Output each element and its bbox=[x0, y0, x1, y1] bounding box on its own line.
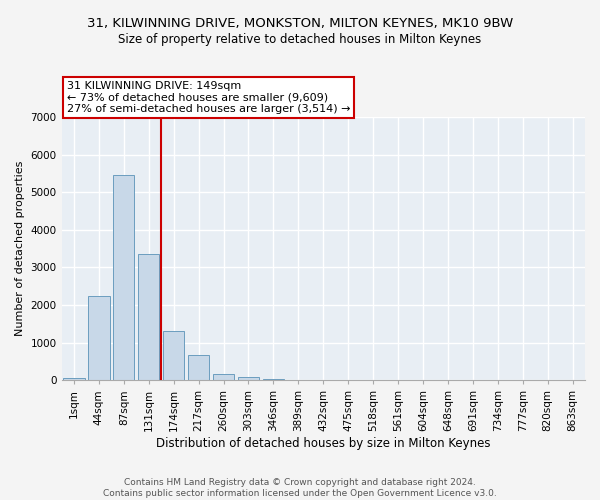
Text: Contains HM Land Registry data © Crown copyright and database right 2024.
Contai: Contains HM Land Registry data © Crown c… bbox=[103, 478, 497, 498]
Bar bbox=[64, 378, 85, 380]
Bar bbox=[163, 332, 184, 380]
Y-axis label: Number of detached properties: Number of detached properties bbox=[15, 161, 25, 336]
Text: 31 KILWINNING DRIVE: 149sqm
← 73% of detached houses are smaller (9,609)
27% of : 31 KILWINNING DRIVE: 149sqm ← 73% of det… bbox=[67, 81, 350, 114]
Bar bbox=[213, 374, 234, 380]
Bar bbox=[188, 354, 209, 380]
Bar bbox=[138, 254, 160, 380]
X-axis label: Distribution of detached houses by size in Milton Keynes: Distribution of detached houses by size … bbox=[156, 437, 491, 450]
Bar bbox=[88, 296, 110, 380]
Text: 31, KILWINNING DRIVE, MONKSTON, MILTON KEYNES, MK10 9BW: 31, KILWINNING DRIVE, MONKSTON, MILTON K… bbox=[87, 18, 513, 30]
Bar bbox=[238, 376, 259, 380]
Bar bbox=[263, 379, 284, 380]
Bar bbox=[113, 176, 134, 380]
Text: Size of property relative to detached houses in Milton Keynes: Size of property relative to detached ho… bbox=[118, 32, 482, 46]
